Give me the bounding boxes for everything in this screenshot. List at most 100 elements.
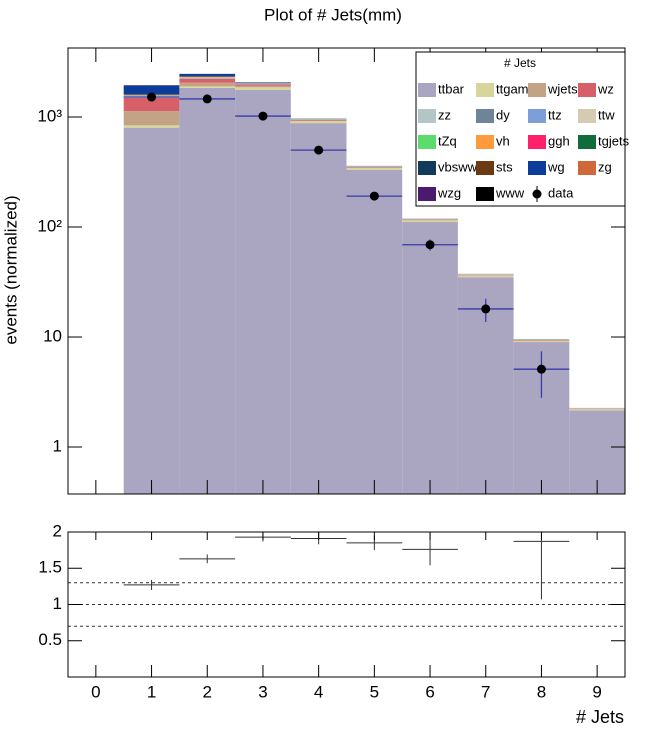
legend-swatch [476, 135, 494, 149]
y-tick-label: 2 [53, 521, 62, 540]
data-point [202, 94, 212, 104]
legend-label: sts [496, 159, 513, 174]
legend-swatch [528, 109, 546, 123]
bar-segment [290, 119, 347, 121]
legend-label: ttz [548, 107, 562, 122]
legend-label: data [548, 185, 574, 200]
x-tick-label: 2 [203, 682, 212, 701]
legend-swatch [418, 135, 436, 149]
bar-segment [513, 338, 570, 340]
legend: # Jets ttbar ttgam wjets wz zz dy ttz ttw tZq vh g… [415, 51, 630, 207]
x-tick-label: 9 [592, 682, 601, 701]
x-tick-label: 8 [537, 682, 546, 701]
legend-label: ttbar [438, 81, 465, 96]
data-point [369, 191, 379, 201]
bar-segment [513, 339, 570, 340]
bar-segment [179, 87, 236, 494]
bar-segment [123, 85, 180, 95]
bar-segment [513, 340, 570, 343]
legend-label: ttw [598, 107, 615, 122]
chart-title: Plot of # Jets(mm) [264, 5, 402, 24]
bar-segment [290, 120, 347, 124]
legend-swatch [528, 83, 546, 97]
y-tick-label: 1.5 [38, 558, 62, 577]
data-point [425, 240, 435, 250]
legend-label: wjets [547, 81, 578, 96]
legend-label: vbsww [438, 159, 478, 174]
bar-segment [179, 77, 236, 78]
legend-label: wz [597, 81, 614, 96]
bar-segment [569, 409, 625, 411]
bar-segment [123, 125, 180, 128]
bar-segment [290, 123, 347, 494]
legend-swatch [476, 109, 494, 123]
legend-label: wg [547, 159, 565, 174]
data-point [258, 111, 268, 121]
ratio-frame [67, 531, 626, 678]
legend-label: ttgam [496, 81, 529, 96]
bar-segment [123, 97, 180, 112]
bar-segment [123, 111, 180, 126]
bar-segment [235, 85, 291, 88]
ratio-plot [68, 532, 625, 627]
y-tick-label: 0.5 [38, 630, 62, 649]
legend-label: vh [496, 133, 510, 148]
legend-label: www [495, 185, 525, 200]
bar-segment [123, 127, 180, 494]
legend-label: tZq [438, 133, 457, 148]
bar-segment [346, 169, 403, 494]
y-tick-label: 1 [53, 594, 62, 613]
bar-segment [346, 167, 403, 170]
legend-label: tgjets [598, 133, 630, 148]
y-axis-label: events (normalized) [1, 195, 20, 344]
legend-label: dy [496, 107, 510, 122]
x-tick-label: 7 [481, 682, 490, 701]
bar-segment [402, 222, 458, 494]
data-point [481, 304, 491, 314]
y-tick-label: 10² [37, 216, 62, 235]
legend-title: # Jets [504, 56, 536, 70]
legend-swatch [476, 187, 494, 201]
data-point [314, 145, 324, 155]
legend-marker [532, 189, 542, 199]
bar-segment [235, 87, 291, 91]
legend-box [415, 51, 626, 207]
bar-segment [290, 120, 347, 121]
legend-swatch [418, 83, 436, 97]
legend-swatch [578, 109, 596, 123]
legend-label: wzg [437, 185, 461, 200]
y-tick-label: 1 [53, 436, 62, 455]
bar-segment [346, 166, 403, 168]
main-frame [67, 47, 626, 495]
legend-swatch [476, 83, 494, 97]
x-tick-label: 6 [425, 682, 434, 701]
ratio-axes: 0.5 1 1.5 2 0 1 2 3 4 5 6 7 8 9 [38, 521, 625, 701]
bar-segment [179, 82, 236, 87]
legend-swatch [476, 161, 494, 175]
legend-swatch [578, 161, 596, 175]
legend-swatch [528, 161, 546, 175]
y-tick-label: 10³ [37, 106, 62, 125]
legend-label: zz [438, 107, 451, 122]
legend-swatch [418, 187, 436, 201]
legend-swatch [418, 109, 436, 123]
y-tick-label: 10 [43, 326, 62, 345]
x-tick-label: 3 [258, 682, 267, 701]
bar-segment [402, 220, 458, 223]
bar-segment [513, 339, 570, 341]
legend-swatch [528, 135, 546, 149]
legend-label: ggh [548, 133, 570, 148]
bar-segment [179, 74, 236, 77]
bar-segment [179, 78, 236, 83]
bar-segment [457, 275, 514, 278]
x-tick-label: 5 [370, 682, 379, 701]
x-axis-label: # Jets [576, 707, 624, 727]
data-point [536, 364, 546, 374]
bar-segment [235, 82, 291, 84]
legend-swatch [578, 135, 596, 149]
bar-segment [235, 90, 291, 494]
x-tick-label: 0 [91, 682, 100, 701]
bar-segment [179, 86, 236, 88]
